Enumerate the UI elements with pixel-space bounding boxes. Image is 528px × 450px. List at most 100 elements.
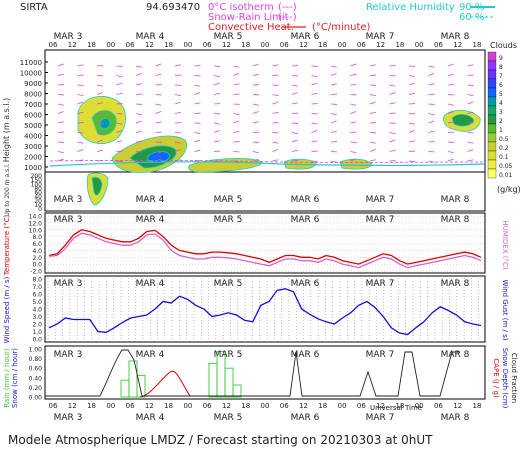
colorbar-swatch (487, 69, 497, 80)
wind-arrow (174, 111, 181, 114)
wind-arrow (272, 149, 279, 152)
wind-arrow (174, 141, 181, 144)
hour-tick-top: 00 (338, 41, 347, 49)
colorbar-label: 0.5 (499, 136, 509, 143)
hour-tick-bottom: 00 (183, 402, 192, 410)
series-line-humidex (48, 232, 482, 269)
legend-rh: Relative Humidity (366, 2, 455, 13)
wind-arrow (369, 94, 376, 97)
wind-arrow (350, 121, 357, 124)
low-height-tick: 200 (31, 173, 43, 180)
y-tick-label: 3.0 (32, 314, 42, 321)
humidex-axis-label: HUMIDEX (°C) (501, 220, 509, 269)
colorbar-swatch (487, 96, 497, 107)
colorbar-label: 3 (499, 109, 503, 116)
y-tick-label: 2.0 (32, 255, 42, 262)
wind-arrow (116, 140, 123, 143)
low-height-tick: 150 (31, 177, 43, 184)
wind-arrow (213, 75, 220, 78)
wind-arrow (116, 82, 123, 86)
colorbar-label: 0.2 (499, 145, 509, 152)
hour-tick-bottom: 00 (106, 402, 115, 410)
colorbar-swatch (487, 87, 497, 98)
hour-tick-top: 18 (241, 41, 250, 49)
wind-arrow (330, 113, 337, 116)
wind-arrow (428, 73, 435, 76)
height-tick: 11000 (20, 59, 42, 67)
wind-arrow (252, 63, 259, 67)
hour-tick-bottom: 18 (473, 402, 482, 410)
day-label-inner: MAR 4 (136, 279, 165, 289)
wind-arrow (272, 101, 279, 105)
colorbar-label: 8 (499, 64, 503, 71)
wind-arrow (213, 92, 220, 95)
precip-tick-label: 0.20 (29, 385, 43, 392)
height-tick: 10000 (20, 70, 42, 78)
cloud-area (99, 118, 111, 130)
cloud-fraction-line (45, 349, 460, 397)
wind-arrow (311, 130, 318, 133)
day-label-bottom: MAR 4 (136, 413, 165, 423)
low-height-tick: 0 (38, 206, 42, 213)
wind-arrow (311, 140, 318, 143)
wind-arrow (252, 103, 259, 106)
wind-arrow (233, 130, 240, 133)
wind-arrow (447, 111, 454, 114)
wind-arrow (330, 73, 337, 76)
legend-snow-rain: Snow-Rain Limit (208, 12, 289, 23)
precip-tick-label: 0.40 (29, 375, 43, 382)
wind-arrow (252, 158, 259, 162)
height-tick: 4000 (24, 133, 42, 141)
snow-depth-axis-label: Snow Depth (cm) (501, 348, 509, 409)
cloud-fraction-axis-label: Cloud Fraction (510, 353, 518, 403)
day-label-top: MAR 7 (366, 32, 395, 42)
wind-arrow (408, 130, 415, 133)
wind-arrow (467, 94, 474, 97)
y-tick-label: 2.0 (32, 322, 42, 329)
temperature-panel: 14.012.010.08.06.04.02.00.0-2.0 (29, 212, 486, 276)
height-tick: 6000 (24, 112, 42, 120)
colorbar-label: 4 (499, 100, 503, 107)
precip-panel-frame (44, 345, 486, 400)
hour-tick-bottom: 12 (68, 402, 77, 410)
day-label-inner: MAR 4 (136, 215, 165, 225)
y-tick-label: 4.0 (32, 248, 42, 255)
wind-arrow (330, 120, 337, 124)
day-label-bottom: MAR 7 (366, 413, 395, 423)
wind-arrow (233, 73, 240, 76)
wind-arrow (330, 160, 337, 163)
hour-tick-bottom: 18 (318, 402, 327, 410)
series-line-temperature (48, 229, 482, 265)
wind-arrow (135, 83, 142, 86)
wind-arrow (252, 111, 259, 114)
day-label-bottom: MAR 3 (54, 413, 83, 423)
rain-bar (232, 384, 242, 398)
wind-arrow (77, 64, 84, 67)
wind-arrow (233, 113, 240, 116)
wind-arrow (194, 92, 201, 95)
wind-gust-axis-label: Wind Gust (m / s) (501, 279, 509, 340)
day-label-inner: MAR 5 (214, 215, 243, 225)
y-tick-label: 6.0 (32, 241, 42, 248)
day-label-bottom: MAR 6 (291, 413, 320, 423)
wind-arrow (155, 151, 162, 154)
hour-tick-top: 00 (183, 41, 192, 49)
wind-arrow (233, 65, 240, 68)
wind-arrow (447, 103, 454, 106)
wind-arrow (389, 84, 396, 87)
hour-tick-top: 06 (203, 41, 212, 49)
legend-convective-unit: (°C/minute) (312, 22, 371, 33)
wind-arrow (291, 132, 298, 135)
wind-arrow (135, 113, 142, 116)
series-line-wind-speed (48, 288, 482, 336)
y-tick-label: 0.0 (32, 337, 42, 344)
cloud-area (339, 158, 373, 170)
wind-arrow (369, 101, 376, 105)
wind-arrow (330, 130, 337, 133)
hour-tick-bottom: 18 (87, 402, 96, 410)
low-height-axis-label: Up to 200 m a.s.l. (4, 163, 11, 216)
colorbar-label: 6 (499, 82, 503, 89)
hour-tick-bottom: 18 (164, 402, 173, 410)
wind-arrow (311, 75, 318, 78)
wind-arrow (408, 122, 415, 125)
